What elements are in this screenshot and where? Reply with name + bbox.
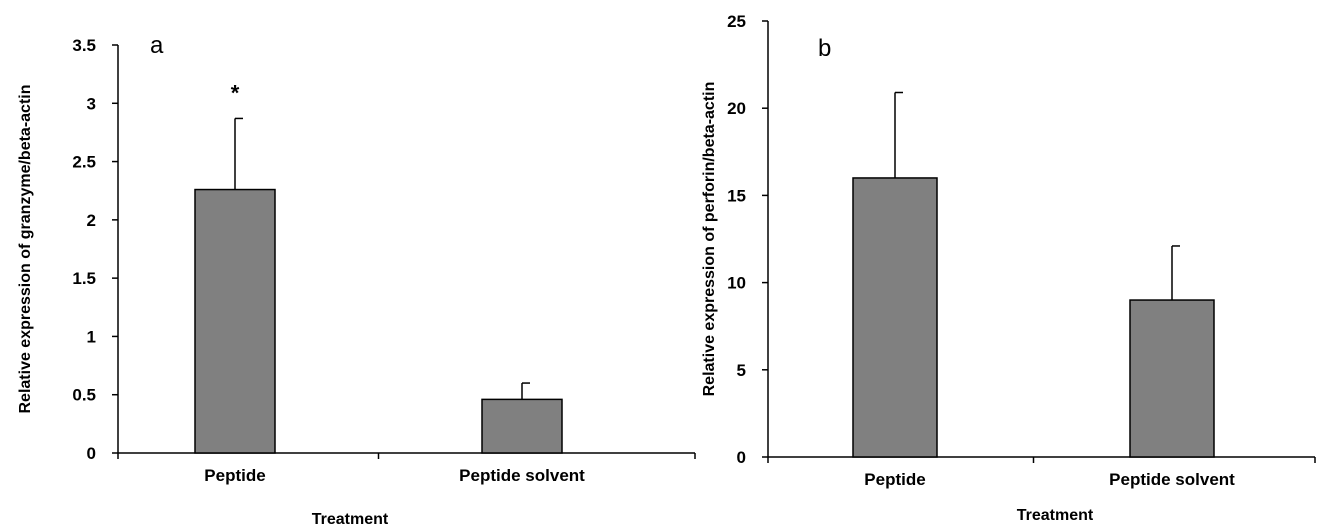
y-tick-label: 0 bbox=[737, 448, 746, 467]
panel-letter: b bbox=[818, 35, 831, 62]
x-category-label: Peptide solvent bbox=[459, 466, 585, 485]
y-tick-label: 3 bbox=[87, 94, 96, 113]
chart-panel-b: 0 5 10 15 20 25 Peptide Peptide solvent Relative… bbox=[701, 12, 1316, 524]
y-tick-label: 0 bbox=[87, 444, 96, 463]
x-axis-title: Treatment bbox=[1017, 507, 1094, 524]
y-tick-label: 5 bbox=[737, 361, 746, 380]
y-tick-label: 1 bbox=[87, 327, 96, 346]
y-tick-label: 1.5 bbox=[72, 269, 96, 288]
y-axis-title: Relative expression of granzyme/beta-act… bbox=[17, 85, 34, 414]
y-tick-label: 15 bbox=[727, 186, 746, 205]
y-tick-label: 3.5 bbox=[72, 36, 96, 55]
panel-letter: a bbox=[150, 32, 164, 59]
y-tick-label: 2.5 bbox=[72, 153, 96, 172]
x-category-label: Peptide bbox=[864, 470, 925, 489]
significance-marker: * bbox=[231, 80, 240, 105]
x-category-label: Peptide solvent bbox=[1109, 470, 1235, 489]
bar bbox=[194, 188, 276, 454]
y-axis-title: Relative expression of perforin/beta-act… bbox=[701, 82, 718, 397]
y-tick-label: 20 bbox=[727, 99, 746, 118]
y-tick-label: 25 bbox=[727, 12, 746, 31]
y-tick-label: 0.5 bbox=[72, 386, 96, 405]
x-category-label: Peptide bbox=[204, 466, 265, 485]
bar bbox=[1129, 299, 1215, 458]
bar bbox=[481, 398, 563, 454]
x-axis-title: Treatment bbox=[312, 511, 389, 528]
chart-panel-a: 0 0.5 1 1.5 2 2.5 3 3.5 Peptide * Peptide solvent R… bbox=[17, 32, 696, 528]
y-tick-label: 10 bbox=[727, 274, 746, 293]
bar bbox=[852, 177, 938, 458]
y-tick-label: 2 bbox=[87, 211, 96, 230]
